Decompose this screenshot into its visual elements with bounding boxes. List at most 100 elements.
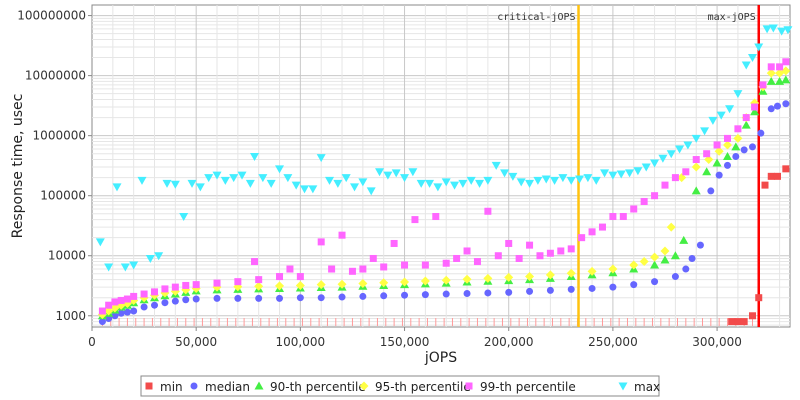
legend-label-99-th-percentile: 99-th percentile [480,380,576,394]
point-99-th-percentile [609,213,617,221]
point-median [732,152,740,160]
point-max [550,176,560,185]
point-99-th-percentile [192,281,200,289]
point-max [229,174,239,183]
point-99-th-percentile [782,58,790,66]
point-median [609,283,617,291]
point-max [120,263,130,272]
point-95-th-percentile [462,274,472,284]
point-median [317,294,325,302]
point-90-th-percentile [679,235,689,244]
point-median [651,278,659,286]
point-median [255,294,263,302]
point-90-th-percentile [660,255,670,264]
point-max [358,178,368,187]
y-tick-label: 1000 [55,309,86,323]
point-min [782,165,790,173]
point-99-th-percentile [213,279,221,287]
point-99-th-percentile [557,247,565,255]
point-median [707,187,715,195]
point-max [383,171,393,180]
point-max [691,134,701,143]
point-95-th-percentile [608,264,618,274]
legend-swatch-90-th-percentile [254,381,264,390]
point-99-th-percentile [734,125,742,133]
point-99-th-percentile [255,276,263,284]
x-tick-label: 250,000 [588,335,638,349]
point-max [650,159,660,168]
point-max [245,179,255,188]
point-99-th-percentile [401,261,409,269]
legend-label-90-th-percentile: 90-th percentile [270,380,366,394]
marker-lines: critical-jOPS max-jOPS [497,5,760,327]
point-max [633,167,643,176]
point-max [145,254,155,263]
point-95-th-percentile [733,133,743,143]
point-99-th-percentile [526,241,534,249]
point-max [625,169,635,178]
point-max [391,169,401,178]
point-99-th-percentile [276,273,284,281]
point-95-th-percentile [650,252,660,262]
point-99-th-percentile [390,239,398,247]
point-median [192,295,200,303]
point-99-th-percentile [442,259,450,267]
point-99-th-percentile [463,247,471,255]
point-max [583,174,593,183]
point-95-th-percentile [587,266,597,276]
point-median [140,303,148,311]
data-points [95,24,793,326]
point-99-th-percentile [494,252,502,260]
point-99-th-percentile [546,249,554,257]
x-tick-label: 50,000 [175,335,217,349]
point-median [463,289,471,297]
point-99-th-percentile [759,81,767,89]
point-99-th-percentile [380,263,388,271]
point-95-th-percentile [316,280,326,290]
point-max [162,179,172,188]
point-min [734,318,742,326]
point-max [716,111,726,120]
point-max [408,168,418,177]
point-99-th-percentile [578,234,586,242]
point-95-th-percentile [337,279,347,289]
point-median [748,143,756,151]
point-95-th-percentile [441,275,451,285]
point-95-th-percentile [295,280,305,290]
point-max [616,170,626,179]
x-tick-label: 300,000 [692,335,742,349]
point-max [475,179,485,188]
point-max [416,179,426,188]
point-median [723,161,731,169]
point-median [767,105,775,113]
point-median [688,254,696,262]
point-max [708,116,718,125]
point-90-th-percentile [712,158,722,167]
x-axis-title: jOPS [424,350,457,366]
point-90-th-percentile [731,142,741,151]
point-99-th-percentile [117,296,125,304]
point-min [755,294,763,302]
point-99-th-percentile [651,192,659,200]
point-median [151,301,159,309]
point-90-th-percentile [766,76,776,85]
point-median [526,287,534,295]
point-95-th-percentile [358,278,368,288]
y-axis-title: Response time, usec [10,94,26,239]
point-99-th-percentile [286,265,294,273]
point-max [741,61,751,70]
point-min [748,312,756,320]
point-99-th-percentile [421,261,429,269]
point-95-th-percentile [781,66,791,76]
point-95-th-percentile [677,173,687,183]
x-tick-label: 0 [88,335,96,349]
point-99-th-percentile [505,239,513,247]
x-tick-label: 100,000 [276,335,326,349]
point-99-th-percentile [111,298,119,306]
point-max [466,176,476,185]
point-max [104,263,114,272]
point-95-th-percentile [704,155,714,165]
point-99-th-percentile [171,283,179,291]
point-max [366,187,376,196]
point-median [98,318,106,326]
